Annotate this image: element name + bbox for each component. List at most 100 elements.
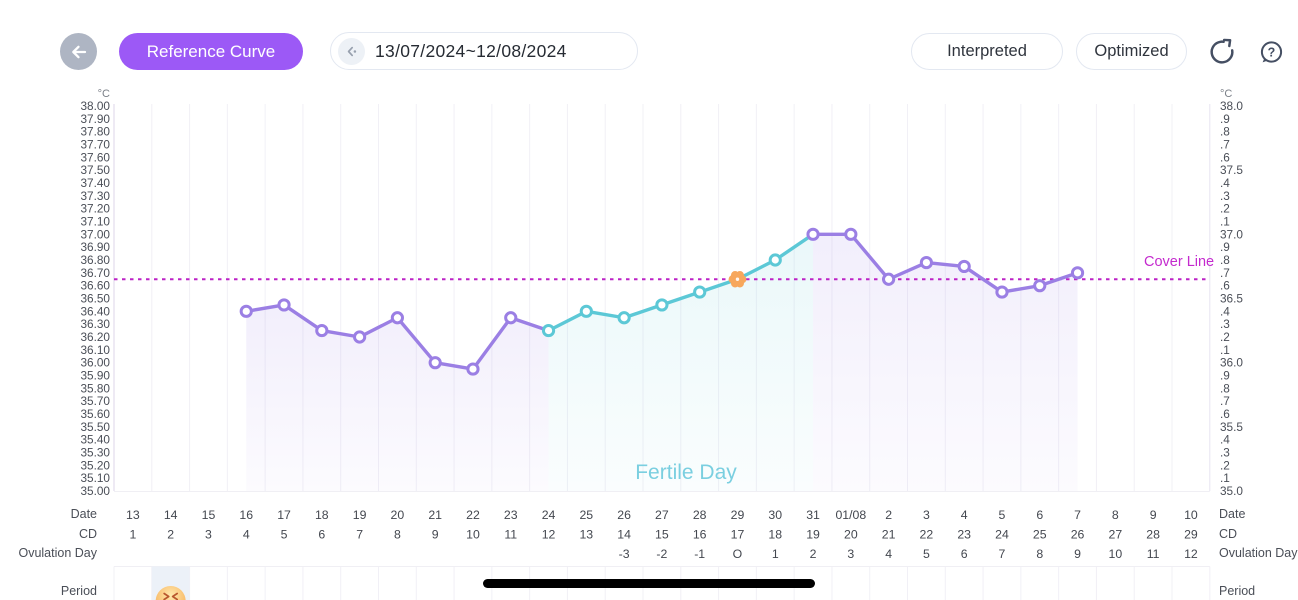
svg-text:1: 1 — [772, 547, 779, 561]
svg-text:36.50: 36.50 — [80, 292, 110, 306]
ovulation-row-label-right: Ovulation Day — [1219, 546, 1298, 560]
svg-text:11: 11 — [504, 528, 517, 542]
data-point[interactable] — [882, 272, 896, 286]
data-point[interactable] — [1033, 279, 1047, 293]
data-point[interactable] — [693, 285, 707, 299]
svg-text:36.40: 36.40 — [80, 304, 110, 318]
svg-text:.7: .7 — [1220, 138, 1230, 152]
data-point[interactable] — [957, 259, 971, 274]
svg-text:27: 27 — [1108, 528, 1122, 542]
data-point[interactable] — [428, 356, 442, 370]
svg-text:20: 20 — [391, 508, 405, 522]
svg-text:.3: .3 — [1220, 446, 1230, 460]
svg-text:20: 20 — [844, 528, 858, 542]
svg-text:.4: .4 — [1220, 176, 1230, 190]
data-point[interactable] — [277, 298, 291, 312]
svg-text:.3: .3 — [1220, 189, 1230, 203]
svg-text:23: 23 — [957, 528, 971, 542]
svg-text:37.0: 37.0 — [1220, 227, 1243, 241]
svg-text:17: 17 — [731, 528, 745, 542]
svg-text:.7: .7 — [1220, 266, 1230, 280]
svg-text:4: 4 — [961, 508, 968, 522]
svg-text:.2: .2 — [1220, 330, 1230, 344]
data-point[interactable] — [617, 311, 631, 325]
svg-text:28: 28 — [693, 508, 707, 522]
svg-text:21: 21 — [428, 508, 442, 522]
svg-text:.9: .9 — [1220, 112, 1230, 126]
refresh-button[interactable] — [1206, 36, 1238, 68]
svg-text:6: 6 — [318, 528, 325, 542]
svg-text:.4: .4 — [1220, 433, 1230, 447]
data-point[interactable] — [844, 227, 858, 241]
data-point[interactable] — [995, 285, 1009, 299]
svg-text:-1: -1 — [694, 547, 705, 561]
x-axis-ovulation-row: -3 -2 -1 O 1 2 3 4 5 6 7 8 9 10 11 12 — [619, 547, 1198, 561]
svg-text:4: 4 — [885, 547, 892, 561]
date-range-value: 13/07/2024~12/08/2024 — [375, 40, 567, 61]
reference-curve-tab[interactable]: Reference Curve — [119, 33, 303, 70]
data-point[interactable] — [1070, 266, 1085, 280]
svg-text:36.20: 36.20 — [80, 330, 110, 344]
back-button[interactable] — [60, 33, 97, 70]
svg-text:26: 26 — [617, 508, 631, 522]
svg-text:18: 18 — [768, 528, 782, 542]
fertile-day-label: Fertile Day — [635, 461, 737, 484]
data-point[interactable] — [504, 311, 518, 325]
svg-text:-3: -3 — [619, 547, 630, 561]
svg-text:30: 30 — [768, 508, 782, 522]
svg-text:36.90: 36.90 — [80, 240, 110, 254]
period-row-label-right: Period — [1219, 584, 1256, 598]
svg-text:5: 5 — [923, 547, 930, 561]
data-point[interactable] — [579, 304, 593, 318]
previous-range-button[interactable] — [338, 37, 365, 65]
scrubber-bar[interactable] — [483, 579, 815, 588]
svg-text:1: 1 — [129, 528, 136, 542]
data-point[interactable] — [239, 304, 253, 318]
data-point[interactable] — [768, 253, 782, 267]
svg-text:35.50: 35.50 — [80, 420, 110, 434]
svg-text:37.10: 37.10 — [80, 215, 110, 229]
period-row — [151, 566, 190, 600]
svg-text:18: 18 — [315, 508, 329, 522]
data-point[interactable] — [541, 323, 556, 338]
data-point[interactable] — [390, 311, 404, 325]
data-point[interactable] — [466, 362, 480, 376]
cd-row-label-right: CD — [1219, 526, 1238, 541]
svg-text:17: 17 — [277, 508, 291, 522]
data-point[interactable] — [655, 298, 669, 312]
svg-text:8: 8 — [1036, 547, 1043, 561]
svg-text:?: ? — [1267, 45, 1275, 59]
svg-text:15: 15 — [202, 508, 216, 522]
data-point[interactable] — [353, 330, 367, 344]
date-range-picker[interactable]: 13/07/2024~12/08/2024 — [330, 32, 638, 70]
data-point[interactable] — [315, 323, 329, 338]
svg-text:28: 28 — [1146, 528, 1160, 542]
optimized-button[interactable]: Optimized — [1076, 33, 1187, 70]
svg-text:35.10: 35.10 — [80, 471, 110, 485]
svg-text:35.90: 35.90 — [80, 369, 110, 383]
svg-text:3: 3 — [205, 528, 212, 542]
svg-text:8: 8 — [394, 528, 401, 542]
data-point[interactable] — [919, 255, 934, 270]
date-row-label-left: Date — [70, 507, 97, 521]
svg-text:4: 4 — [243, 528, 250, 542]
svg-text:°C: °C — [98, 88, 110, 100]
interpreted-button[interactable]: Interpreted — [911, 33, 1063, 70]
svg-text:14: 14 — [617, 528, 631, 542]
svg-text:35.5: 35.5 — [1220, 420, 1243, 434]
svg-text:29: 29 — [731, 508, 745, 522]
svg-text:.1: .1 — [1220, 471, 1230, 485]
help-button[interactable]: ? — [1256, 37, 1286, 67]
svg-text:37.20: 37.20 — [80, 202, 110, 216]
data-point[interactable] — [806, 227, 820, 241]
svg-text:35.20: 35.20 — [80, 458, 110, 472]
svg-text:5: 5 — [999, 508, 1006, 522]
svg-text:37.90: 37.90 — [80, 112, 110, 126]
svg-text:36.0: 36.0 — [1220, 356, 1243, 370]
ovulation-flower-marker[interactable] — [728, 270, 747, 288]
svg-text:35.60: 35.60 — [80, 407, 110, 421]
persevering-face-emoji[interactable] — [155, 586, 186, 600]
svg-text:36.30: 36.30 — [80, 317, 110, 331]
svg-text:3: 3 — [847, 547, 854, 561]
